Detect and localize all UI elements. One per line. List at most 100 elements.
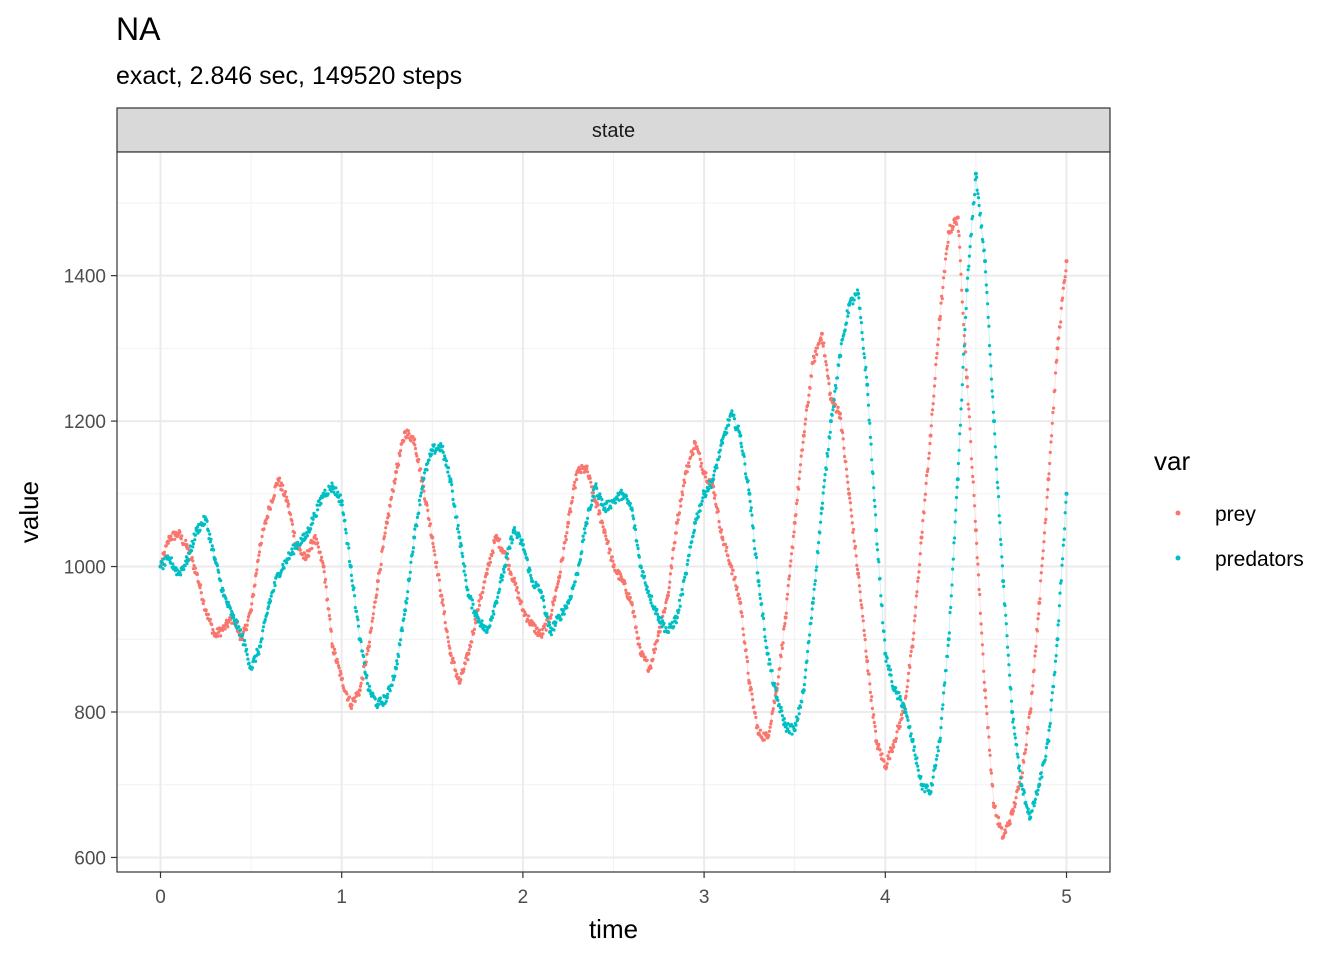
data-point — [427, 517, 431, 522]
data-point — [635, 630, 639, 634]
data-point — [492, 612, 496, 616]
data-point — [518, 534, 522, 538]
data-point — [742, 633, 746, 637]
data-point — [873, 504, 877, 509]
data-point — [773, 685, 777, 689]
data-point — [797, 487, 801, 491]
data-point — [413, 527, 417, 531]
data-point — [1061, 296, 1065, 300]
data-point — [488, 556, 492, 561]
data-point — [953, 520, 957, 524]
data-point — [668, 572, 673, 576]
data-point — [398, 453, 402, 458]
data-point — [930, 783, 935, 787]
data-point — [270, 500, 274, 504]
data-point — [1001, 579, 1006, 584]
data-point — [410, 553, 414, 557]
data-point — [739, 441, 743, 445]
data-point — [526, 618, 530, 623]
data-point — [390, 683, 394, 687]
data-point — [835, 376, 840, 380]
data-point — [1045, 495, 1049, 499]
data-point — [842, 454, 847, 459]
data-point — [542, 625, 546, 630]
data-point — [813, 359, 817, 363]
data-point — [854, 554, 858, 558]
chart-subtitle: exact, 2.846 sec, 149520 steps — [116, 62, 462, 90]
data-point — [451, 656, 455, 660]
data-point — [327, 607, 331, 611]
data-point — [367, 640, 372, 644]
data-point — [764, 639, 768, 643]
data-point — [961, 365, 965, 369]
data-point — [1063, 278, 1067, 283]
data-point — [477, 603, 482, 607]
data-point — [699, 502, 704, 507]
data-point — [369, 629, 373, 633]
data-point — [997, 495, 1001, 499]
data-point — [989, 768, 993, 772]
data-point — [695, 445, 699, 449]
data-point — [338, 669, 342, 673]
data-point — [432, 549, 436, 553]
data-point — [868, 435, 873, 439]
data-point — [747, 488, 751, 492]
data-point — [389, 495, 394, 500]
data-point — [298, 548, 302, 552]
data-point — [1044, 507, 1048, 511]
data-point — [472, 631, 476, 635]
data-point — [290, 547, 294, 551]
data-point — [1042, 531, 1047, 535]
data-point — [976, 573, 981, 577]
data-point — [346, 542, 350, 546]
data-point — [798, 705, 803, 709]
panel-border — [116, 151, 1111, 873]
data-point — [837, 363, 841, 367]
data-point — [944, 252, 948, 256]
data-point — [356, 618, 360, 622]
data-point — [598, 511, 602, 515]
data-point — [171, 562, 175, 566]
data-point — [600, 521, 605, 525]
data-point — [403, 608, 408, 613]
data-point — [768, 725, 772, 729]
data-point — [178, 530, 182, 534]
data-point — [973, 519, 977, 524]
data-point — [824, 467, 829, 471]
data-point — [681, 493, 685, 497]
data-point — [964, 288, 969, 293]
data-point — [680, 490, 684, 494]
data-point — [561, 556, 565, 560]
data-point — [756, 571, 760, 575]
data-point — [249, 608, 254, 613]
data-point — [303, 552, 307, 556]
data-point — [342, 513, 346, 517]
data-point — [246, 618, 250, 622]
data-point — [813, 349, 818, 353]
data-point — [1032, 804, 1036, 808]
data-point — [816, 551, 820, 555]
data-point — [408, 570, 412, 574]
data-point — [743, 462, 747, 466]
data-point — [468, 645, 473, 649]
data-point — [968, 245, 972, 249]
data-point — [543, 622, 548, 626]
data-point — [1031, 684, 1035, 688]
data-point — [930, 412, 934, 416]
data-point — [406, 590, 410, 594]
data-point — [245, 652, 249, 657]
data-point — [553, 595, 557, 599]
data-point — [1055, 346, 1060, 351]
data-point — [399, 638, 403, 642]
data-point — [525, 558, 530, 562]
data-point — [916, 576, 920, 580]
data-point — [940, 294, 944, 298]
data-point — [740, 614, 744, 619]
data-point — [862, 352, 866, 356]
data-point — [865, 659, 870, 664]
data-point — [726, 554, 730, 558]
data-point — [366, 681, 370, 686]
data-point — [780, 709, 784, 713]
data-point — [928, 790, 933, 794]
data-point — [320, 555, 324, 560]
